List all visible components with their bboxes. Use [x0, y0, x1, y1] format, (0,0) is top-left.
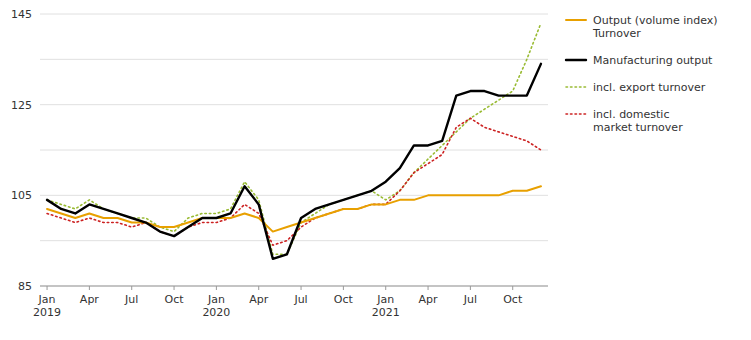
legend-swatch — [566, 59, 586, 61]
x-tick-label: Jul — [293, 293, 307, 306]
x-tick-label: Oct — [503, 293, 523, 306]
legend-label: incl. export turnover — [593, 81, 706, 94]
legend-item: incl. export turnover — [566, 81, 706, 94]
legend-item: Output (volume index)Turnover — [566, 14, 718, 40]
lines — [47, 23, 541, 259]
grid-line — [40, 59, 548, 60]
x-tick-label: Jan2021 — [372, 293, 400, 319]
grid-line — [40, 286, 548, 287]
x-tick — [428, 286, 429, 290]
legend-label: Manufacturing output — [593, 54, 713, 67]
x-tick — [301, 286, 302, 290]
grid-line — [40, 104, 548, 105]
legend-item: Manufacturing output — [566, 54, 713, 67]
x-tick-label: Oct — [165, 293, 185, 306]
legend-item: incl. domesticmarket turnover — [566, 108, 683, 134]
x-tick — [385, 286, 386, 290]
x-tick — [89, 286, 90, 290]
x-tick-label: Jul — [124, 293, 138, 306]
series-line — [47, 118, 541, 245]
legend-swatch — [566, 113, 586, 115]
x-tick-label: Oct — [334, 293, 354, 306]
series-line — [47, 23, 541, 254]
x-tick — [343, 286, 344, 290]
y-axis: 85 105 125 145 — [11, 8, 32, 293]
y-tick-label: 145 — [11, 8, 32, 21]
legend: Output (volume index)Turnover Manufacturi… — [566, 14, 718, 134]
x-tick-label: Apr — [249, 293, 269, 306]
series-line — [47, 64, 541, 259]
grid-line — [40, 150, 548, 151]
x-tick — [174, 286, 175, 290]
x-axis: Jan2019 Apr Jul Oct Jan2020 Apr Jul Oct Jan2021 A… — [33, 286, 548, 319]
legend-swatch — [566, 19, 586, 21]
chart: 85 105 125 145 Jan2019 Apr Jul Oct Jan2020 Apr Jul… — [0, 0, 751, 340]
x-tick-label: Jul — [463, 293, 477, 306]
x-tick — [470, 286, 471, 290]
x-tick-label: Jan2020 — [202, 293, 230, 319]
legend-swatch — [566, 86, 586, 88]
x-tick — [512, 286, 513, 290]
x-tick — [258, 286, 259, 290]
y-tick-label: 125 — [11, 99, 32, 112]
grid — [40, 14, 548, 286]
series-line — [47, 186, 541, 231]
y-tick-label: 105 — [11, 189, 32, 202]
x-tick — [216, 286, 217, 290]
legend-label: Output (volume index)Turnover — [592, 14, 718, 40]
legend-label: incl. domesticmarket turnover — [593, 108, 683, 134]
x-tick — [47, 286, 48, 290]
x-tick-label: Apr — [80, 293, 100, 306]
x-tick — [131, 286, 132, 290]
x-axis-line — [40, 286, 548, 287]
x-tick-label: Jan2019 — [33, 293, 61, 319]
y-tick-label: 85 — [18, 280, 32, 293]
x-tick-label: Apr — [419, 293, 439, 306]
grid-line — [40, 240, 548, 241]
grid-line — [40, 14, 548, 15]
